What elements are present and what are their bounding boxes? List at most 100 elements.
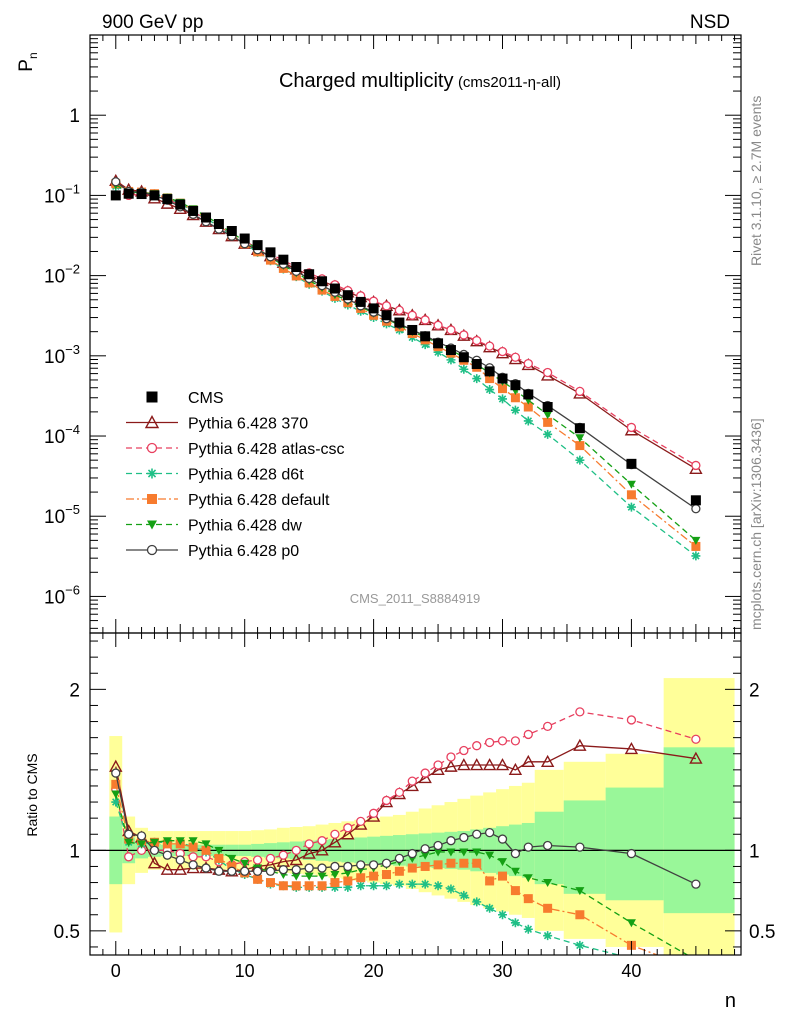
x-tick-label: 10: [235, 961, 255, 981]
ratio-data-point: [124, 829, 134, 839]
legend-entry: Pythia 6.428 d6t: [126, 467, 304, 484]
main-data-point: [420, 331, 431, 342]
ratio-data-point: [407, 879, 417, 889]
ratio-data-point: [317, 836, 327, 846]
main-data-point: [420, 315, 430, 325]
main-data-point: [498, 394, 508, 404]
ratio-data-point: [510, 886, 520, 896]
ratio-data-point: [356, 873, 366, 883]
legend-marker: [147, 468, 157, 479]
ratio-data-point: [459, 858, 469, 868]
ratio-data-point: [575, 887, 585, 896]
main-data-point: [459, 330, 469, 340]
main-data-point: [497, 346, 508, 357]
main-data-point: [433, 320, 443, 330]
legend-label: CMS: [188, 390, 224, 407]
legend-label: Pythia 6.428 dw: [188, 518, 302, 535]
main-data-point: [691, 460, 701, 471]
ratio-y-tick-label-right: 0.5: [749, 922, 775, 943]
ratio-data-point: [624, 741, 639, 755]
ratio-data-point: [381, 870, 391, 879]
ratio-data-point: [457, 758, 471, 771]
y-axis-label-main: Pn: [16, 52, 40, 71]
main-series-line: [115, 181, 697, 510]
ratio-data-point: [368, 860, 379, 870]
ratio-data-point: [291, 865, 301, 875]
ratio-data-point: [433, 760, 443, 770]
ratio-data-point: [433, 848, 443, 857]
legend-entry: Pythia 6.428 default: [126, 492, 330, 509]
ratio-data-point: [433, 881, 443, 891]
ratio-data-point: [369, 881, 379, 891]
ratio-data-point: [124, 838, 134, 847]
ratio-data-point: [381, 881, 391, 891]
ratio-data-point: [459, 848, 469, 857]
uncertainty-band-inner: [663, 747, 735, 914]
ratio-data-point: [485, 876, 495, 886]
main-data-point: [420, 340, 430, 350]
ratio-series-5: [111, 768, 701, 889]
ratio-frame: [89, 632, 742, 956]
ratio-data-point: [472, 858, 482, 868]
ratio-data-point: [433, 840, 443, 851]
ratio-data-point: [691, 956, 700, 964]
main-data-point: [226, 225, 237, 236]
ratio-data-point: [433, 860, 443, 870]
legend-entry: Pythia 6.428 370: [126, 415, 308, 433]
main-data-point: [575, 386, 585, 397]
ratio-data-point: [214, 853, 224, 863]
main-data-point: [471, 359, 482, 370]
main-panel: 10−6 10−5 10−4 10−3 10−2 10−1 1: [44, 34, 742, 634]
ratio-data-point: [575, 940, 585, 950]
legend-marker: [146, 442, 158, 454]
ratio-data-point: [523, 729, 533, 740]
ratio-data-point: [201, 863, 211, 873]
ratio-data-point: [498, 871, 508, 881]
ratio-plot-area: [90, 678, 741, 974]
ratio-data-point: [201, 845, 211, 855]
chart-title-sub: (cms2011-η-all): [458, 74, 561, 91]
main-data-point: [542, 402, 553, 413]
ratio-data-point: [497, 834, 508, 844]
main-data-point: [523, 416, 533, 426]
main-data-point: [381, 301, 392, 311]
main-data-point: [446, 325, 456, 335]
ratio-data-point: [523, 894, 533, 904]
ratio-data-point: [160, 862, 175, 875]
ratio-data-point: [575, 910, 585, 920]
y-axis-label-main-sub: n: [26, 52, 40, 59]
ratio-data-point: [497, 736, 508, 746]
ratio-data-point: [459, 890, 469, 900]
ratio-data-point: [265, 878, 275, 888]
ratio-data-point: [498, 910, 508, 920]
ratio-y-tick-label-right: 1: [749, 841, 760, 862]
ratio-data-point: [343, 861, 353, 872]
x-axis-label: n: [725, 990, 736, 1012]
main-data-point: [304, 269, 315, 280]
main-data-point: [433, 338, 444, 349]
ratio-data-point: [173, 862, 187, 875]
y-tick-label: 1: [69, 106, 80, 127]
main-data-point: [394, 317, 405, 328]
main-data-point: [510, 405, 520, 415]
header-left: 900 GeV pp: [102, 12, 203, 33]
main-data-point: [459, 364, 469, 374]
ratio-data-point: [691, 965, 700, 974]
legend-marker: [146, 391, 158, 403]
ratio-data-point: [317, 872, 327, 881]
legend-entry: Pythia 6.428 p0: [126, 543, 299, 560]
legend-marker: [147, 494, 157, 504]
ratio-data-point: [485, 851, 495, 860]
ratio-data-point: [162, 837, 172, 846]
main-data-point: [458, 352, 469, 363]
ratio-data-point: [420, 851, 430, 860]
ratio-data-point: [136, 831, 147, 841]
main-data-point: [575, 455, 585, 465]
ratio-data-point: [147, 856, 162, 869]
main-series-6: [111, 177, 701, 514]
ratio-data-point: [575, 707, 585, 717]
ratio-data-point: [240, 866, 250, 876]
ratio-data-point: [227, 861, 237, 871]
ratio-data-point: [289, 853, 303, 866]
